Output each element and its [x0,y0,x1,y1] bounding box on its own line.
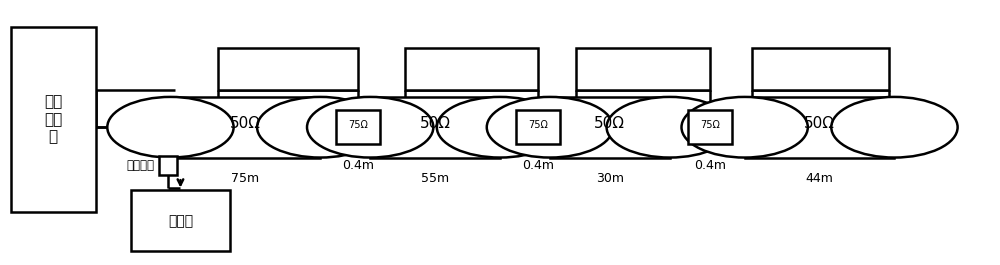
Text: 0.4m: 0.4m [522,159,554,172]
Ellipse shape [487,97,613,158]
Text: 0.4m: 0.4m [694,159,726,172]
Text: 75Ω: 75Ω [348,120,368,130]
Bar [336,110,380,144]
Ellipse shape [681,97,808,158]
Text: 示波器: 示波器 [168,214,193,228]
Bar [170,97,320,158]
Bar [752,48,889,90]
Bar [159,156,177,175]
Bar [131,191,230,251]
Text: 55m: 55m [421,172,449,185]
Bar [516,110,560,144]
Text: 44m: 44m [806,172,833,185]
Bar [11,27,96,211]
Bar [688,110,732,144]
Ellipse shape [307,97,433,158]
Text: 有源探头: 有源探头 [126,159,154,172]
Text: 75Ω: 75Ω [700,120,720,130]
Text: 50Ω: 50Ω [594,116,625,131]
Bar [370,97,500,158]
Text: 75Ω: 75Ω [528,120,548,130]
Bar [745,97,894,158]
Text: 30m: 30m [596,172,624,185]
Bar [550,97,670,158]
Ellipse shape [437,97,563,158]
Bar [405,48,538,90]
Text: 75m: 75m [231,172,259,185]
Ellipse shape [107,97,234,158]
Text: 方波
脉冲
源: 方波 脉冲 源 [44,94,62,144]
Text: 50Ω: 50Ω [230,116,261,131]
Text: 50Ω: 50Ω [420,116,451,131]
Text: 50Ω: 50Ω [804,116,835,131]
Ellipse shape [257,97,383,158]
Ellipse shape [831,97,958,158]
Ellipse shape [607,97,733,158]
Text: 0.4m: 0.4m [342,159,374,172]
Bar [576,48,710,90]
Bar [218,48,358,90]
